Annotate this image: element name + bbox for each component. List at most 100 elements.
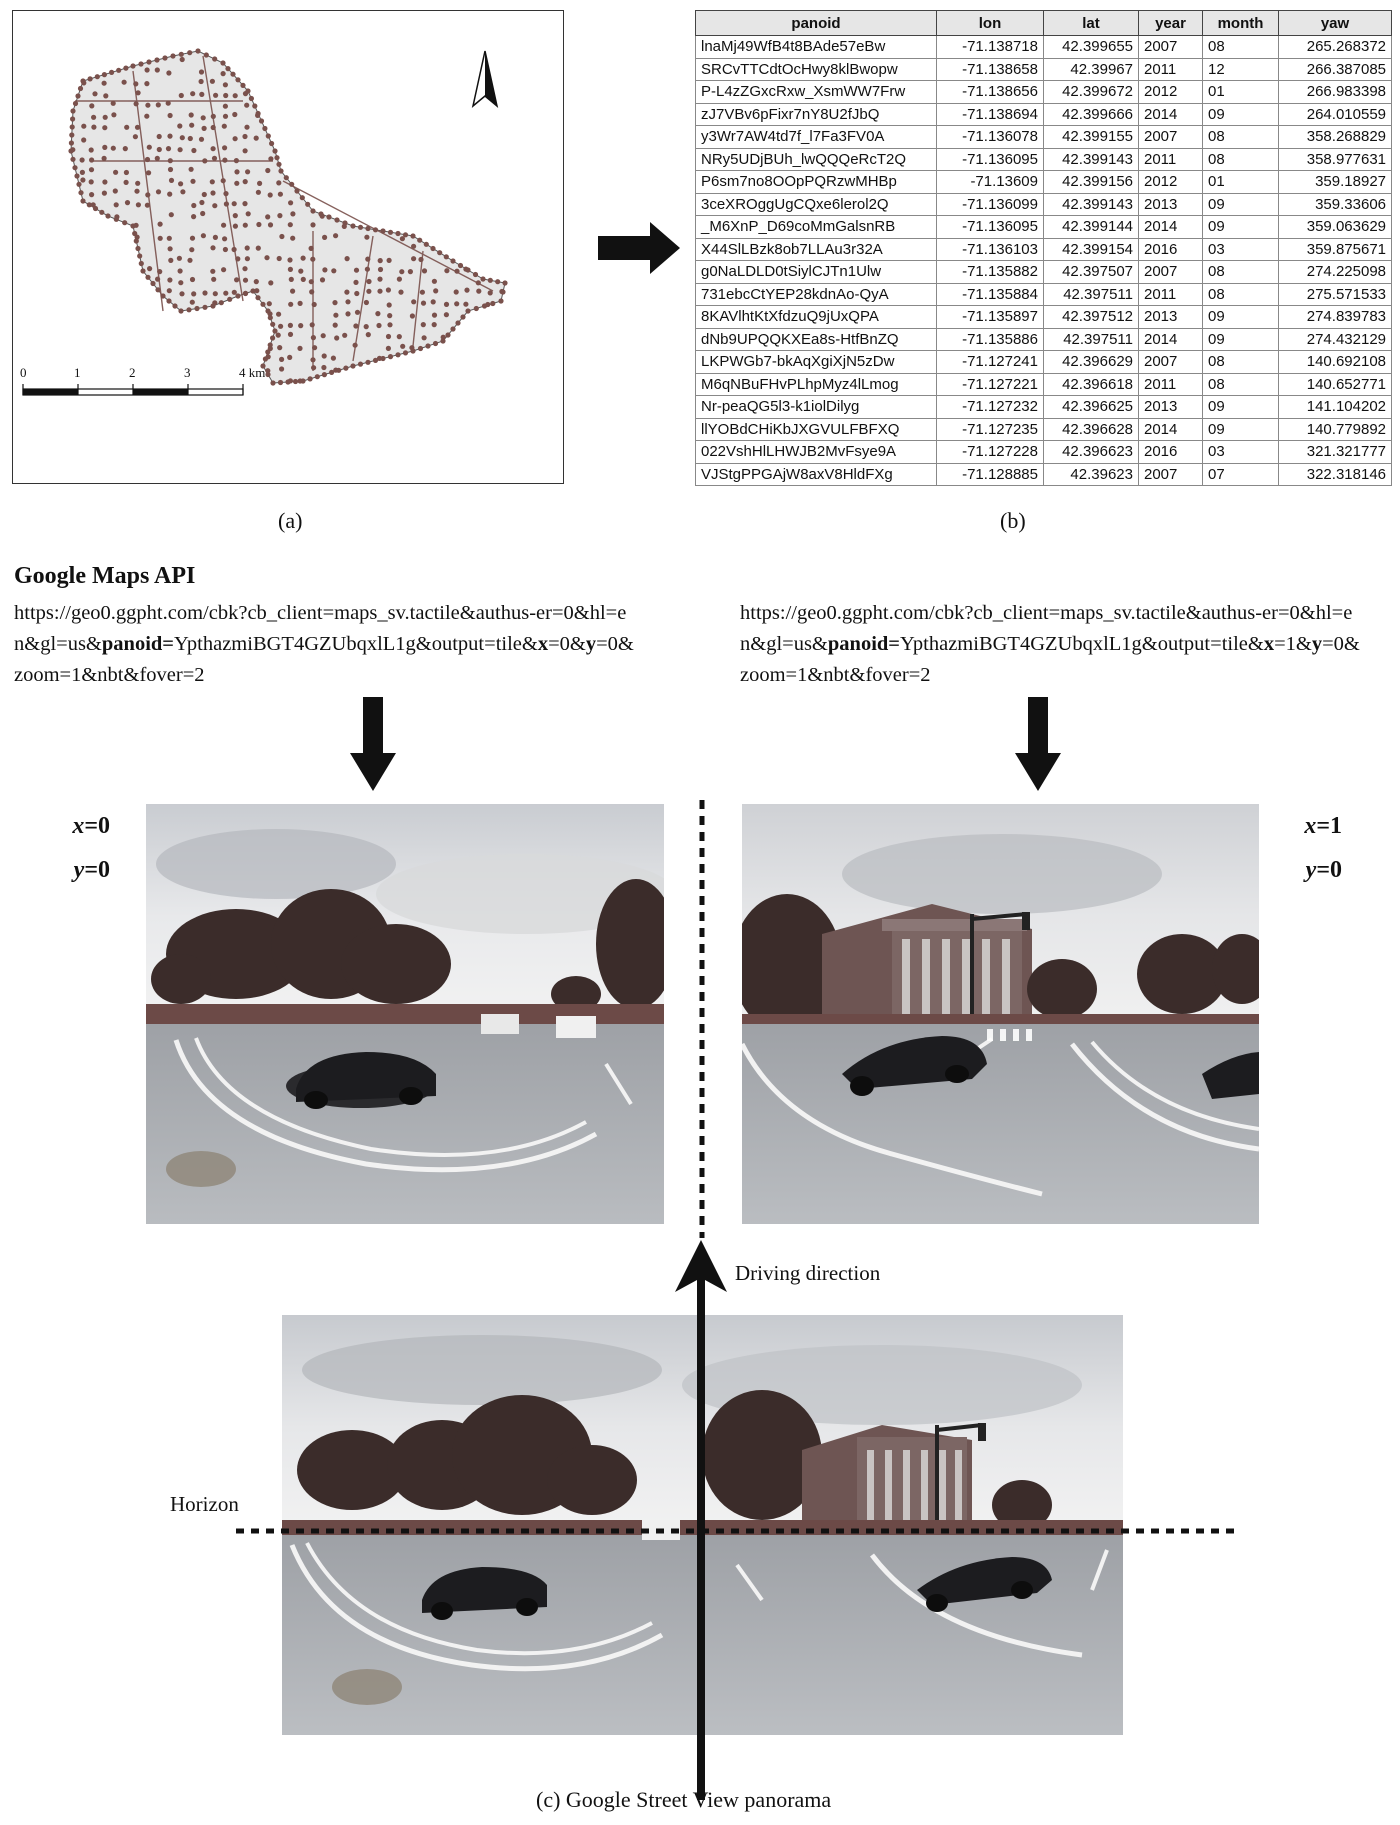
right-arrow-icon (598, 222, 680, 274)
sample-point (138, 260, 144, 267)
sample-point (144, 113, 150, 119)
table-cell-yaw: 359.875671 (1278, 237, 1392, 261)
table-cell-lon: -71.138718 (936, 35, 1044, 59)
sample-point (150, 280, 156, 287)
sample-point (209, 78, 215, 84)
table-cell-lon: -71.127232 (936, 395, 1044, 419)
sample-point (235, 293, 241, 299)
table-cell-year: 2007 (1138, 260, 1203, 284)
sample-point (244, 256, 250, 262)
sample-point (267, 222, 274, 228)
sample-point (242, 148, 248, 154)
sample-point (178, 181, 184, 187)
sample-point (135, 180, 141, 186)
sample-point (430, 299, 436, 305)
sample-point (476, 288, 482, 294)
sample-point (195, 48, 201, 54)
sample-point (103, 93, 109, 99)
sample-point (147, 266, 153, 272)
sample-point (222, 236, 228, 242)
sample-point (242, 222, 248, 228)
down-arrow-right-icon (1015, 697, 1061, 791)
sample-point (311, 301, 317, 308)
sample-point (298, 323, 304, 329)
sample-point (89, 192, 95, 198)
sample-point (440, 334, 446, 340)
sample-point (90, 202, 96, 208)
sample-point (244, 245, 250, 251)
sample-point (307, 376, 313, 382)
sample-point (122, 220, 128, 226)
sample-point (69, 124, 75, 130)
down-arrow-left-icon (350, 697, 396, 791)
table-cell-yaw: 265.268372 (1278, 35, 1392, 59)
sample-point (372, 357, 379, 363)
table-cell-lat: 42.399155 (1043, 125, 1139, 149)
sample-point (135, 90, 141, 96)
sample-point (102, 125, 108, 131)
sample-point (167, 277, 173, 283)
sample-point (270, 321, 276, 327)
sample-point (252, 103, 258, 109)
sample-point (179, 291, 185, 297)
table-cell-lon: -71.136103 (936, 237, 1044, 261)
sample-point (334, 217, 340, 223)
sample-point (455, 320, 461, 326)
sample-point (144, 202, 150, 208)
sample-point (101, 80, 107, 86)
sample-point (86, 202, 92, 208)
sample-point (443, 254, 449, 260)
table-row: LKPWGb7-bkAqXgiXjN5zDw -71.127241 42.39662… (695, 350, 1392, 374)
sample-point (200, 233, 206, 239)
table-cell-lon: -71.135886 (936, 327, 1044, 351)
sample-point (154, 155, 160, 161)
sample-point (137, 253, 143, 259)
sample-point (454, 268, 460, 274)
sample-point (133, 101, 139, 107)
sample-point (233, 158, 239, 164)
sample-point (410, 348, 416, 354)
sample-point (167, 191, 173, 197)
sample-point (322, 234, 328, 240)
table-cell-year: 2016 (1138, 440, 1203, 464)
sample-point (364, 266, 370, 272)
table-cell-month: 09 (1202, 305, 1279, 329)
sample-point (222, 246, 228, 253)
table-row: SRCvTTCdtOcHwy8klBwopw -71.138658 42.39967… (695, 57, 1392, 81)
sample-point (87, 76, 93, 82)
sample-point (276, 161, 282, 167)
sample-point (210, 190, 216, 196)
sample-point (297, 345, 303, 351)
sample-point (80, 198, 86, 204)
sample-point (221, 123, 227, 129)
sample-point (234, 277, 240, 283)
sample-point (495, 279, 501, 285)
sample-point (156, 133, 162, 140)
sample-point (290, 288, 296, 294)
table-cell-panoid: llYOBdCHiKbJXGVULFBFXQ (695, 417, 937, 441)
sample-point (310, 256, 316, 262)
sample-point (275, 332, 281, 338)
sample-point (264, 255, 270, 261)
table-cell-lat: 42.399143 (1043, 192, 1139, 216)
sample-point (277, 191, 283, 197)
table-cell-panoid: P-L4zZGxcRxw_XsmWW7Frw (695, 80, 937, 104)
sample-point (444, 268, 450, 274)
sample-point (121, 79, 127, 85)
sample-point (277, 213, 283, 219)
table-cell-month: 09 (1202, 395, 1279, 419)
sample-point (453, 289, 459, 295)
scale-tick-4: 4 km (239, 365, 266, 380)
sample-point (363, 299, 369, 306)
map-canvas (22, 48, 508, 396)
sample-point (202, 158, 208, 164)
table-cell-year: 2011 (1138, 282, 1203, 306)
table-cell-year: 2011 (1138, 372, 1203, 396)
table-cell-lat: 42.399672 (1043, 80, 1139, 104)
street-view-tile-x0 (146, 804, 664, 1224)
sample-point (70, 156, 76, 162)
sample-point (154, 67, 160, 73)
sample-point (357, 224, 364, 230)
sample-point (421, 335, 427, 341)
sample-point (101, 72, 107, 78)
